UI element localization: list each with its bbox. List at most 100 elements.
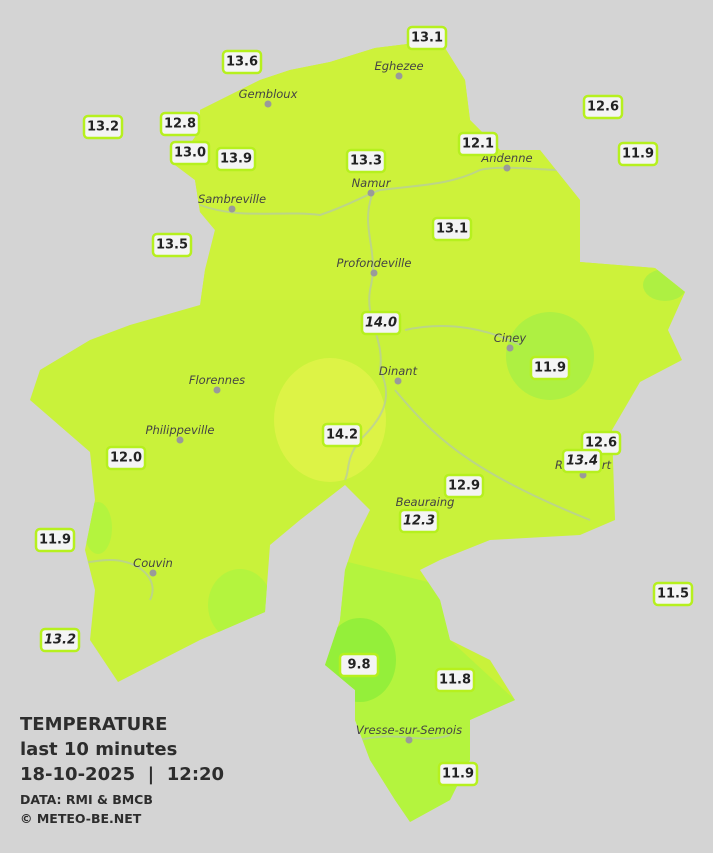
station-temperature: 12.9 (448, 479, 480, 494)
city-label: Ciney (494, 331, 527, 345)
station-temperature: 13.2 (44, 633, 76, 648)
station: 14.2 (321, 422, 363, 448)
station: 13.4 (561, 448, 603, 474)
city-label: Philippeville (146, 423, 215, 437)
station-box (169, 140, 211, 166)
city-dot (228, 205, 236, 213)
station: 12.1 (457, 131, 499, 157)
city-dot (506, 344, 514, 352)
city-dot (394, 377, 402, 385)
station-box (215, 146, 257, 172)
station: 11.9 (437, 761, 479, 787)
station: 11.9 (617, 141, 659, 167)
station-box (431, 216, 473, 242)
station-temperature: 11.9 (622, 147, 654, 162)
station-temperature: 12.0 (110, 451, 142, 466)
station-temperature: 11.8 (439, 673, 471, 688)
station: 13.9 (215, 146, 257, 172)
station: 12.3 (398, 508, 440, 534)
station-temperature: 13.6 (226, 55, 258, 70)
station-box (529, 355, 571, 381)
city-dot (176, 436, 184, 444)
city-dot (503, 164, 511, 172)
city-dot (405, 736, 413, 744)
station: 11.5 (652, 581, 694, 607)
timestamp: 18-10-2025 | 12:20 (20, 764, 224, 785)
station-temperature: 11.9 (39, 533, 71, 548)
station-box (443, 473, 485, 499)
station: 12.0 (105, 445, 147, 471)
station-temperature: 12.6 (585, 436, 617, 451)
map-title: TEMPERATURE (20, 714, 167, 735)
station-temperature: 13.1 (436, 222, 468, 237)
city-label: Vresse-sur-Semois (356, 723, 462, 737)
station: 12.6 (582, 94, 624, 120)
station-temperature: 13.9 (220, 152, 252, 167)
city-layer: EghezeeGemblouxAndenneNamurSambrevillePr… (133, 59, 612, 744)
city-dot (264, 100, 272, 108)
station: 9.8 (338, 652, 380, 678)
city-dot (370, 269, 378, 277)
station-temperature: 13.1 (411, 31, 443, 46)
city-dot (395, 72, 403, 80)
station-box (221, 49, 263, 75)
station-box (338, 652, 380, 678)
station: 13.5 (151, 232, 193, 258)
city-label: Couvin (133, 556, 173, 570)
station-temperature: 13.4 (566, 454, 598, 469)
station-box (34, 527, 76, 553)
city-label: Sambreville (198, 192, 266, 206)
city-dot (213, 386, 221, 394)
city-label: Florennes (189, 373, 245, 387)
station-temperature: 11.9 (534, 361, 566, 376)
station: 13.1 (431, 216, 473, 242)
station-temperature: 13.0 (174, 146, 206, 161)
station-box (561, 448, 603, 474)
city-label: Eghezee (374, 59, 423, 73)
station: 13.6 (221, 49, 263, 75)
copyright: © METEO-BE.NET (20, 811, 142, 826)
city-dot (367, 189, 375, 197)
city-label: Namur (352, 176, 392, 190)
station-box (151, 232, 193, 258)
station-box (617, 141, 659, 167)
station: 12.8 (159, 111, 201, 137)
station: 13.2 (82, 114, 124, 140)
station-box (406, 25, 448, 51)
station-box (652, 581, 694, 607)
station-box (582, 94, 624, 120)
station-temperature: 12.1 (462, 137, 494, 152)
station-box (321, 422, 363, 448)
station-temperature: 13.2 (87, 120, 119, 135)
station-temperature: 12.3 (403, 514, 435, 529)
station-box (345, 148, 387, 174)
station: 13.0 (169, 140, 211, 166)
station-temperature: 9.8 (347, 658, 370, 673)
station-temperature: 12.6 (587, 100, 619, 115)
station-temperature: 14.2 (326, 428, 358, 443)
station: 14.0 (360, 310, 402, 336)
city-label: Profondeville (337, 256, 412, 270)
data-source: DATA: RMI & BMCB (20, 792, 153, 807)
station: 13.1 (406, 25, 448, 51)
station: 12.6 (580, 430, 622, 456)
station-temperature: 14.0 (365, 316, 397, 331)
station-temperature: 12.8 (164, 117, 196, 132)
station-temperature: 13.5 (156, 238, 188, 253)
station-box (398, 508, 440, 534)
station-temperature: 11.5 (657, 587, 689, 602)
city-label: Gembloux (239, 87, 298, 101)
station-box (105, 445, 147, 471)
station-box (82, 114, 124, 140)
station-box (159, 111, 201, 137)
station-layer: 13.1 13.6 12.6 13.2 12.8 12.1 11.9 13.0 13.9 13.3… (34, 25, 694, 787)
city-label: Dinant (379, 364, 418, 378)
station-box (457, 131, 499, 157)
station: 11.9 (529, 355, 571, 381)
station-box (39, 627, 81, 653)
station-temperature: 13.3 (350, 154, 382, 169)
map-subtitle: last 10 minutes (20, 739, 177, 760)
station: 11.9 (34, 527, 76, 553)
city-label: Beauraing (396, 495, 455, 509)
station: 13.3 (345, 148, 387, 174)
